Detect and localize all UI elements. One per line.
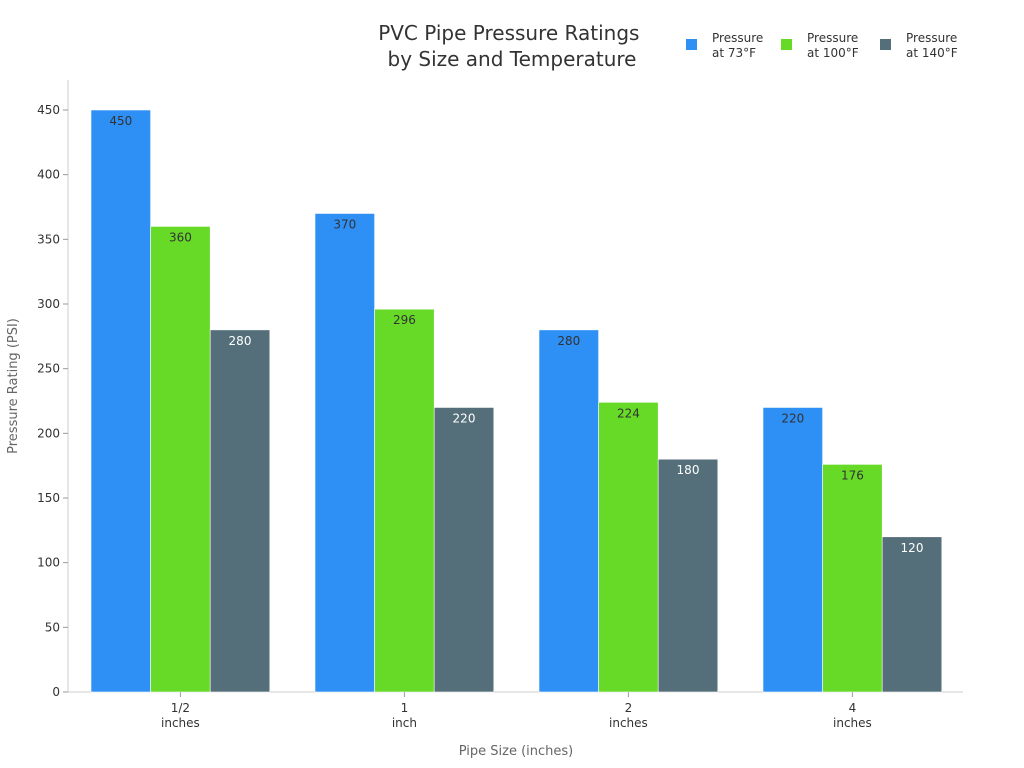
y-tick-label: 350	[37, 232, 60, 246]
bar	[538, 329, 599, 693]
data-label: 224	[617, 406, 640, 420]
x-tick-label: inches	[161, 716, 200, 730]
data-label: 280	[557, 334, 580, 348]
x-tick-label: 4	[849, 701, 857, 715]
chart-title-line-2: by Size and Temperature	[388, 47, 637, 71]
x-tick-label: inches	[833, 716, 872, 730]
y-tick-label: 50	[45, 620, 60, 634]
bar	[374, 308, 435, 693]
legend-label: at 140°F	[906, 46, 958, 60]
bar	[314, 213, 375, 693]
data-label: 220	[781, 411, 804, 425]
bar	[762, 407, 823, 693]
x-tick-label: inches	[609, 716, 648, 730]
y-tick-label: 150	[37, 491, 60, 505]
bar	[90, 109, 151, 693]
y-tick-label: 100	[37, 556, 60, 570]
x-tick-label: 1/2	[171, 701, 190, 715]
y-tick-label: 200	[37, 426, 60, 440]
legend-label: at 73°F	[712, 46, 756, 60]
x-tick-label: inch	[392, 716, 417, 730]
data-label: 220	[453, 411, 476, 425]
data-label: 280	[229, 334, 252, 348]
bar	[822, 464, 883, 693]
chart-title-line-1: PVC Pipe Pressure Ratings	[378, 21, 639, 45]
legend-label: Pressure	[906, 31, 957, 45]
bar	[433, 407, 495, 693]
data-label: 180	[677, 463, 700, 477]
y-tick-label: 0	[52, 685, 60, 699]
x-axis-label: Pipe Size (inches)	[459, 744, 574, 759]
y-tick-label: 450	[37, 103, 60, 117]
chart-title: PVC Pipe Pressure Ratings by Size and Te…	[378, 21, 646, 71]
x-tick-label: 1	[401, 701, 409, 715]
data-label: 176	[841, 468, 864, 482]
bar	[881, 536, 943, 693]
legend-swatch	[880, 39, 891, 50]
data-label: 296	[393, 313, 416, 327]
data-label: 450	[109, 114, 132, 128]
y-tick-label: 300	[37, 297, 60, 311]
data-label: 360	[169, 230, 192, 244]
y-tick-label: 400	[37, 168, 60, 182]
legend-swatch	[686, 39, 697, 50]
y-tick-label: 250	[37, 362, 60, 376]
bar	[150, 226, 211, 693]
legend-label: Pressure	[807, 31, 858, 45]
data-label: 370	[333, 217, 356, 231]
legend-label: at 100°F	[807, 46, 859, 60]
x-tick-label: 2	[625, 701, 633, 715]
bar	[657, 458, 719, 693]
data-label: 120	[901, 541, 924, 555]
bar	[209, 329, 271, 693]
bar	[598, 401, 659, 693]
legend-swatch	[781, 39, 792, 50]
legend-label: Pressure	[712, 31, 763, 45]
y-axis-label: Pressure Rating (PSI)	[6, 318, 21, 454]
